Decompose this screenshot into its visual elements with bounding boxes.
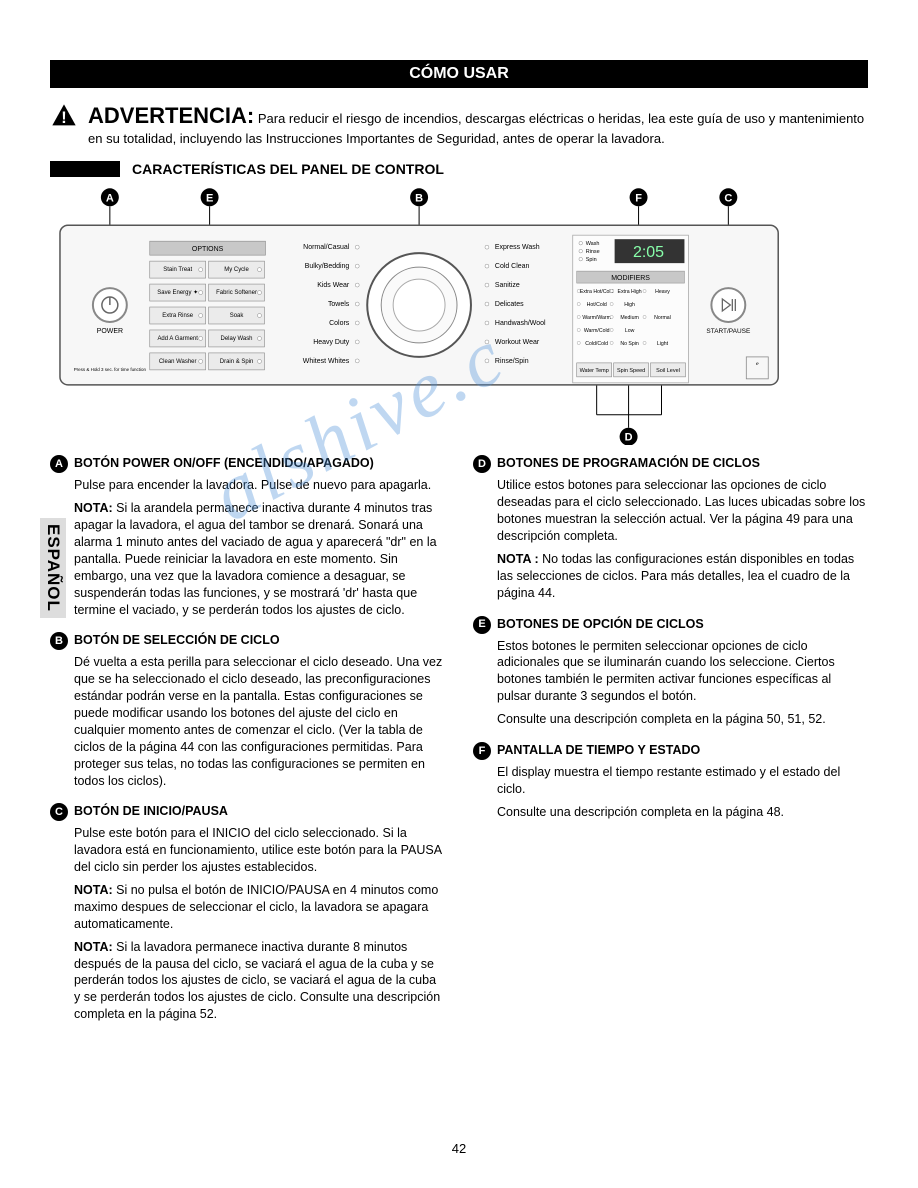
svg-text:2:05: 2:05	[633, 245, 664, 262]
svg-text:Delicates: Delicates	[495, 302, 524, 309]
display-panel: Wash Rinse Spin 2:05 MODIFIERS Extra Hot/C…	[573, 236, 689, 384]
svg-text:B: B	[415, 193, 423, 205]
svg-text:Rinse: Rinse	[586, 250, 600, 256]
svg-text:Soil Level: Soil Level	[656, 368, 680, 374]
svg-text:Bulky/Bedding: Bulky/Bedding	[305, 264, 350, 271]
svg-text:Drain & Spin: Drain & Spin	[220, 359, 254, 365]
svg-text:Sanitize: Sanitize	[495, 283, 520, 290]
svg-text:Water Temp: Water Temp	[580, 368, 609, 374]
svg-text:Kids Wear: Kids Wear	[317, 283, 350, 290]
section-E: EBOTONES DE OPCIÓN DE CICLOS Estos boton…	[473, 616, 868, 728]
warning-icon: !	[50, 102, 78, 130]
svg-text:Add A Garment: Add A Garment	[157, 336, 198, 342]
paragraph: El display muestra el tiempo restante es…	[497, 764, 868, 798]
svg-text:Extra High: Extra High	[618, 290, 642, 296]
svg-text:Spin: Spin	[586, 258, 597, 264]
section-F: FPANTALLA DE TIEMPO Y ESTADO El display …	[473, 742, 868, 821]
left-column: ABOTÓN POWER ON/OFF (ENCENDIDO/APAGADO) …	[50, 455, 445, 1037]
svg-text:D: D	[625, 432, 633, 444]
page-number: 42	[452, 1141, 466, 1156]
svg-text:Soak: Soak	[230, 313, 244, 319]
svg-text:F: F	[635, 193, 642, 205]
subheader-row: CARACTERÍSTICAS DEL PANEL DE CONTROL	[50, 161, 868, 177]
svg-text:No Spin: No Spin	[620, 341, 639, 347]
paragraph: Pulse este botón para el INICIO del cicl…	[74, 825, 445, 876]
svg-text:Spin Speed: Spin Speed	[617, 368, 645, 374]
svg-text:START/PAUSE: START/PAUSE	[706, 328, 751, 335]
svg-text:C: C	[724, 193, 732, 205]
callout-D: D	[597, 380, 662, 445]
section-D: DBOTONES DE PROGRAMACIÓN DE CICLOS Utili…	[473, 455, 868, 601]
right-column: DBOTONES DE PROGRAMACIÓN DE CICLOS Utili…	[473, 455, 868, 1037]
paragraph: Consulte una descripción completa en la …	[497, 804, 868, 821]
subheader-text: CARACTERÍSTICAS DEL PANEL DE CONTROL	[132, 161, 444, 177]
svg-text:Stain Treat: Stain Treat	[163, 268, 192, 274]
section-A: ABOTÓN POWER ON/OFF (ENCENDIDO/APAGADO) …	[50, 455, 445, 618]
paragraph: NOTA: Si no pulsa el botón de INICIO/PAU…	[74, 882, 445, 933]
paragraph: Dé vuelta a esta perilla para selecciona…	[74, 654, 445, 789]
svg-text:High: High	[624, 303, 635, 309]
subheader-block	[50, 161, 120, 177]
svg-text:Handwash/Wool: Handwash/Wool	[495, 320, 546, 327]
paragraph: Utilice estos botones para seleccionar l…	[497, 477, 868, 545]
page-header: CÓMO USAR	[50, 60, 868, 88]
svg-text:Low: Low	[625, 328, 635, 334]
svg-text:Normal: Normal	[654, 315, 671, 321]
svg-text:Light: Light	[657, 341, 669, 347]
svg-text:Towels: Towels	[328, 302, 350, 309]
svg-text:Express Wash: Express Wash	[495, 245, 540, 252]
svg-text:MODIFIERS: MODIFIERS	[611, 276, 650, 283]
svg-text:Cold/Cold: Cold/Cold	[585, 341, 608, 347]
svg-text:A: A	[106, 193, 114, 205]
svg-text:Normal/Casual: Normal/Casual	[303, 245, 350, 252]
svg-text:Extra Hot/Cold: Extra Hot/Cold	[580, 290, 614, 296]
paragraph: Pulse para encender la lavadora. Pulse d…	[74, 477, 445, 494]
svg-text:Rinse/Spin: Rinse/Spin	[495, 358, 529, 365]
control-panel-diagram: A E B F C D POWER Press & Hold 3 sec. fo…	[50, 185, 868, 445]
section-C: CBOTÓN DE INICIO/PAUSA Pulse este botón …	[50, 803, 445, 1023]
svg-text:Extra Rinse: Extra Rinse	[162, 313, 194, 319]
svg-text:Cold Clean: Cold Clean	[495, 264, 530, 271]
paragraph: NOTA: Si la lavadora permanece inactiva …	[74, 939, 445, 1023]
paragraph: NOTA: Si la arandela permanece inactiva …	[74, 500, 445, 618]
svg-text:POWER: POWER	[97, 328, 123, 335]
warning-title: ADVERTENCIA:	[88, 103, 254, 128]
section-B: BBOTÓN DE SELECCIÓN DE CICLO Dé vuelta a…	[50, 632, 445, 789]
svg-text:Colors: Colors	[329, 320, 350, 327]
paragraph: NOTA : No todas las configuraciones está…	[497, 551, 868, 602]
cycle-dial[interactable]	[367, 254, 471, 358]
paragraph: Estos botones le permiten seleccionar op…	[497, 638, 868, 706]
svg-text:Workout Wear: Workout Wear	[495, 339, 540, 346]
svg-text:Warm/Warm: Warm/Warm	[582, 315, 611, 321]
svg-text:Clean Washer: Clean Washer	[159, 359, 197, 365]
svg-text:Whitest Whites: Whitest Whites	[303, 358, 350, 365]
svg-text:Warm/Cold: Warm/Cold	[584, 328, 610, 334]
svg-text:E: E	[206, 193, 213, 205]
svg-text:Medium: Medium	[620, 315, 638, 321]
svg-text:Fabric Softener: Fabric Softener	[216, 291, 257, 297]
svg-text:Heavy Duty: Heavy Duty	[313, 339, 350, 346]
svg-text:My Cycle: My Cycle	[224, 268, 249, 274]
svg-text:OPTIONS: OPTIONS	[192, 247, 224, 254]
svg-text:Wash: Wash	[586, 242, 600, 248]
warning-block: ! ADVERTENCIA: Para reducir el riesgo de…	[50, 102, 868, 147]
paragraph: Consulte una descripción completa en la …	[497, 711, 868, 728]
svg-text:Heavy: Heavy	[655, 290, 670, 296]
svg-text:e: e	[756, 361, 759, 367]
language-tab: ESPAÑOL	[40, 518, 66, 618]
svg-text:Save Energy ✦: Save Energy ✦	[157, 290, 198, 297]
svg-text:!: !	[61, 109, 66, 127]
svg-text:Hot/Cold: Hot/Cold	[587, 303, 607, 309]
svg-text:Delay Wash: Delay Wash	[221, 336, 253, 342]
svg-text:Press & Hold 3 sec. for time f: Press & Hold 3 sec. for time function	[74, 367, 147, 372]
